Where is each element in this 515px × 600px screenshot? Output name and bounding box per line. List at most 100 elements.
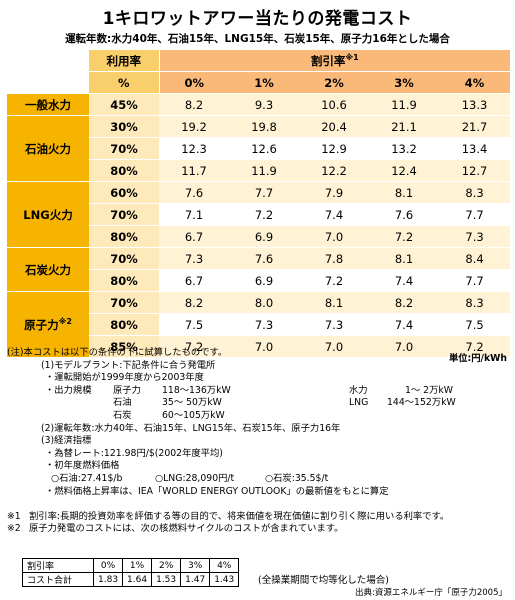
cost-value: 7.2 xyxy=(439,335,511,358)
cost-value: 7.3 xyxy=(299,313,369,336)
cost-value: 7.0 xyxy=(299,225,369,248)
cost-value: 7.7 xyxy=(229,181,299,204)
cost-value: 7.2 xyxy=(299,269,369,292)
table-row: 80% 11.7 11.9 12.2 12.4 12.7 xyxy=(7,159,511,182)
cost-value: 7.2 xyxy=(369,225,439,248)
notes-fuel-coal: ○石炭:35.5$/t xyxy=(265,472,329,484)
note1-text: 割引率:長期的投資効率を評価する等の目的で、将来価値を現在価値に割り引く際に用い… xyxy=(29,510,450,522)
cost-value: 12.6 xyxy=(229,137,299,160)
cost-value: 7.1 xyxy=(159,203,229,226)
cost-value: 7.0 xyxy=(299,335,369,358)
notes: (注)本コストは以下の条件の下に試算したものです。 (1)モデルプラント:下記条… xyxy=(7,347,510,536)
cost-value: 7.5 xyxy=(159,313,229,336)
cost-table: 利用率 割引率※1 % 0% 1% 2% 3% 4% 一般水力 45% 8.2 9.3… xyxy=(7,50,511,358)
utilization-rate: 70% xyxy=(89,203,159,226)
plant-type: 一般水力 xyxy=(7,93,89,116)
cost-value: 7.6 xyxy=(159,181,229,204)
cost-value: 12.3 xyxy=(159,137,229,160)
plant-type: LNG火力 xyxy=(7,181,89,248)
cost-value: 7.3 xyxy=(439,225,511,248)
cost-value: 7.2 xyxy=(159,335,229,358)
utilization-rate: 30% xyxy=(89,115,159,138)
table-row: 80% 6.7 6.9 7.2 7.4 7.7 xyxy=(7,269,511,292)
cost-value: 8.2 xyxy=(159,93,229,116)
cost-value: 19.8 xyxy=(229,115,299,138)
notes-fuel-label: ・初年度燃料価格 xyxy=(45,460,120,472)
utilization-rate: 60% xyxy=(89,181,159,204)
cost-value: 20.4 xyxy=(299,115,369,138)
cost-value: 8.4 xyxy=(439,247,511,270)
cost-value: 7.9 xyxy=(299,181,369,204)
table-row: 一般水力 45% 8.2 9.3 10.6 11.9 13.3 xyxy=(7,93,511,116)
utilization-rate: 80% xyxy=(89,313,159,336)
table-row: 石炭火力 70% 7.3 7.6 7.8 8.1 8.4 xyxy=(7,247,511,292)
utilization-rate: 45% xyxy=(89,93,159,116)
source: 出典:資源エネルギー庁「原子力2005」 xyxy=(355,588,507,598)
cost-value: 12.9 xyxy=(299,137,369,160)
notes-model-plant: (1)モデルプラント:下記条件に合う発電所 xyxy=(41,359,216,371)
cost-value: 6.9 xyxy=(229,269,299,292)
discount-rate-1: 1% xyxy=(229,71,299,94)
cost-value: 19.2 xyxy=(159,115,229,138)
cost-value: 8.1 xyxy=(299,291,369,314)
plant-type: 石炭火力 xyxy=(7,247,89,292)
cost-value: 7.4 xyxy=(299,203,369,226)
notes-fx: ・為替レート:121.98円/$(2002年度平均) xyxy=(45,447,223,459)
cost-value: 6.9 xyxy=(229,225,299,248)
cost-value: 10.6 xyxy=(299,93,369,116)
cost-value: 13.3 xyxy=(439,93,511,116)
discount-rate-2: 2% xyxy=(299,71,369,94)
utilization-rate: 70% xyxy=(89,137,159,160)
cost-value: 21.1 xyxy=(369,115,439,138)
cost-value: 13.4 xyxy=(439,137,511,160)
cost-value: 12.4 xyxy=(369,159,439,182)
cost-value: 8.0 xyxy=(229,291,299,314)
note2-text: 原子力発電のコストには、次の核燃料サイクルのコストが含まれています。 xyxy=(29,523,344,535)
cost-value: 8.3 xyxy=(439,291,511,314)
cost-value: 21.7 xyxy=(439,115,511,138)
cost-value: 8.1 xyxy=(369,181,439,204)
notes-output-label: ・出力規模 xyxy=(45,384,92,396)
table-row: 85% 7.2 7.0 7.0 7.0 7.2 xyxy=(7,335,511,358)
discount-rate-3: 3% xyxy=(369,71,439,94)
cost-value: 7.6 xyxy=(229,247,299,270)
plant-type: 石油火力 xyxy=(7,115,89,182)
notes-fuel-lng: ○LNG:28,090円/t xyxy=(155,472,235,484)
page-subtitle: 運転年数:水力40年、石油15年、LNG15年、石炭15年、原子力16年とした場… xyxy=(65,33,450,45)
header-discount: 割引率※1 xyxy=(159,50,511,72)
notes-operation-start: ・運転開始が1999年度から2003年度 xyxy=(45,372,204,384)
cost-value: 7.0 xyxy=(369,335,439,358)
cost-value: 7.7 xyxy=(439,203,511,226)
cost-value: 13.2 xyxy=(369,137,439,160)
table-row: 80% 7.5 7.3 7.3 7.4 7.5 xyxy=(7,313,511,336)
table-row: 石油火力 30% 19.2 19.8 20.4 21.1 21.7 xyxy=(7,115,511,182)
notes-econ: (3)経済指標 xyxy=(41,435,92,447)
table-row: 80% 6.7 6.9 7.0 7.2 7.3 xyxy=(7,225,511,248)
table-row: 70% 7.1 7.2 7.4 7.6 7.7 xyxy=(7,203,511,226)
cost-value: 8.2 xyxy=(159,291,229,314)
cycle-note: (全操業期間で均等化した場合) xyxy=(258,575,389,586)
table-row: 原子力※2 70% 8.2 8.0 8.1 8.2 8.3 xyxy=(7,291,511,358)
utilization-rate: 80% xyxy=(89,159,159,182)
cost-value: 11.9 xyxy=(369,93,439,116)
fuel-cycle-table: 割引率 0% 1% 2% 3% 4% コスト合計 1.83 1.64 1.53 … xyxy=(22,558,240,587)
utilization-rate: 80% xyxy=(89,269,159,292)
utilization-rate: 70% xyxy=(89,247,159,270)
cost-value: 7.5 xyxy=(439,313,511,336)
cost-value: 7.8 xyxy=(299,247,369,270)
cost-value: 7.3 xyxy=(159,247,229,270)
unit-label: 単位:円/kWh xyxy=(448,353,507,364)
cost-value: 8.3 xyxy=(439,181,511,204)
cost-value: 11.9 xyxy=(229,159,299,182)
cost-value: 8.2 xyxy=(369,291,439,314)
cost-value: 12.2 xyxy=(299,159,369,182)
cost-value: 12.7 xyxy=(439,159,511,182)
discount-rate-0: 0% xyxy=(159,71,229,94)
header-rate: 利用率 xyxy=(89,50,160,72)
cost-value: 7.3 xyxy=(229,313,299,336)
notes-intro: (注)本コストは以下の条件の下に試算したものです。 xyxy=(7,347,228,358)
table-row: 70% 12.3 12.6 12.9 13.2 13.4 xyxy=(7,137,511,160)
notes-years: (2)運転年数:水力40年、石油15年、LNG15年、石炭15年、原子力16年 xyxy=(41,422,341,434)
table-row: LNG火力 60% 7.6 7.7 7.9 8.1 8.3 xyxy=(7,181,511,248)
cost-value: 7.0 xyxy=(229,335,299,358)
